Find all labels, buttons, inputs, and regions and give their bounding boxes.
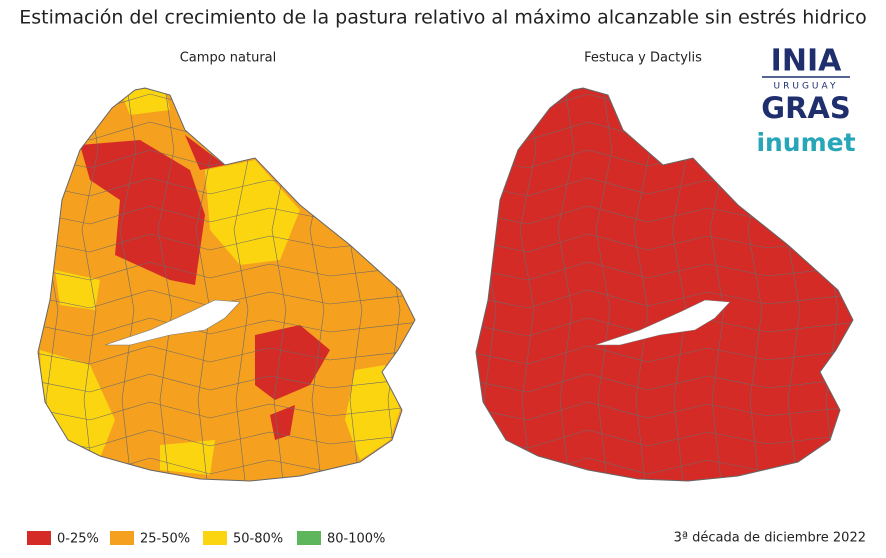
boundary xyxy=(38,429,415,449)
map-zone xyxy=(270,405,295,440)
boundary xyxy=(38,345,415,365)
lake xyxy=(104,299,241,346)
lake xyxy=(594,299,731,346)
boundary xyxy=(476,261,853,281)
boundary xyxy=(476,233,853,253)
boundary xyxy=(38,233,415,253)
legend-swatch xyxy=(297,531,321,545)
map-zone xyxy=(40,350,115,458)
map xyxy=(476,88,853,481)
boundary xyxy=(157,88,175,481)
legend-label: 80-100% xyxy=(327,532,385,547)
boundary xyxy=(476,401,853,421)
map-zone xyxy=(160,440,215,475)
legend-label: 50-80% xyxy=(233,532,283,547)
page-title: Estimación del crecimiento de la pastura… xyxy=(19,7,867,29)
boundary xyxy=(476,373,853,393)
legend-swatch xyxy=(203,531,227,545)
boundary xyxy=(38,121,415,141)
map xyxy=(38,88,415,481)
boundary xyxy=(519,88,537,481)
map-outline xyxy=(37,87,416,482)
boundary xyxy=(38,373,415,393)
boundary xyxy=(476,289,853,309)
map-zone xyxy=(345,365,400,460)
legend-swatch xyxy=(110,531,134,545)
map-outline xyxy=(475,87,854,482)
legend-swatch xyxy=(27,531,51,545)
boundary xyxy=(38,401,415,421)
logo-inumet: inumet xyxy=(756,128,855,157)
map-zone xyxy=(185,135,225,170)
legend-label: 25-50% xyxy=(140,532,190,547)
map-base xyxy=(476,88,853,481)
map-zone xyxy=(205,160,300,265)
boundary xyxy=(38,317,415,337)
boundary xyxy=(476,345,853,365)
map-zone xyxy=(255,325,330,400)
boundary xyxy=(119,88,137,481)
legend-label: 0-25% xyxy=(57,532,99,547)
map-zone xyxy=(80,140,205,285)
boundary xyxy=(557,88,575,481)
boundary xyxy=(476,429,853,449)
map-zone xyxy=(120,88,170,115)
logo-country: URUGUAY xyxy=(774,82,839,92)
map-title: Festuca y Dactylis xyxy=(584,51,702,66)
boundary xyxy=(38,93,415,113)
logo-inia: INIA xyxy=(771,44,842,79)
map-title: Campo natural xyxy=(180,51,277,66)
logos: INIA URUGUAY GRAS inumet xyxy=(756,44,855,158)
date-label: 3ª década de diciembre 2022 xyxy=(674,531,866,546)
boundary xyxy=(595,88,613,481)
boundary xyxy=(81,88,99,481)
boundary xyxy=(38,261,415,281)
logo-gras: GRAS xyxy=(761,91,850,125)
